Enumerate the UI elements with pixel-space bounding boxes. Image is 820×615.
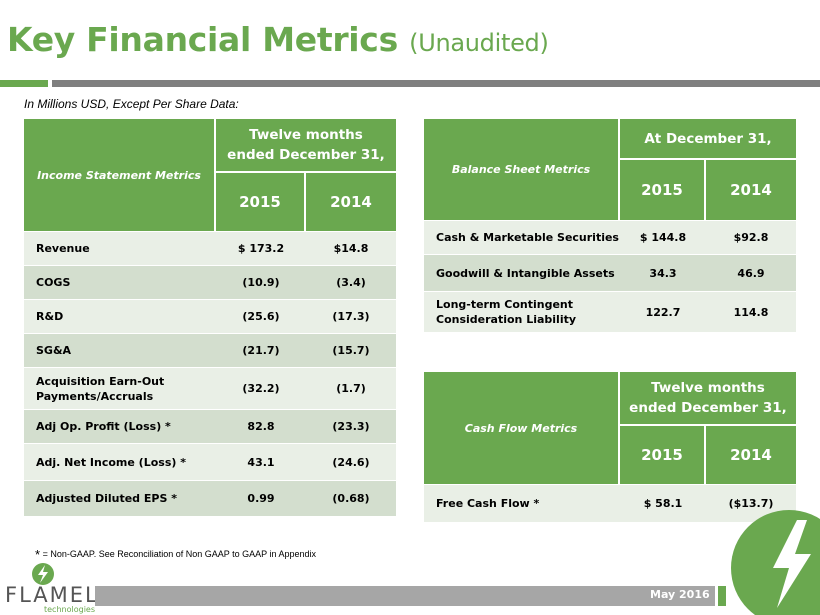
footer-accent [718,586,726,606]
balance-row-value-2015: 122.7 [620,291,706,332]
income-row: SG&A (21.7) (15.7) [24,333,396,367]
income-row-value-2015: 82.8 [216,409,306,443]
logo-wordmark: FLAMEL [5,583,99,607]
page-title: Key Financial Metrics (Unaudited) [7,20,549,59]
title-main: Key Financial Metrics [7,20,398,59]
income-row: Revenue $ 173.2 $14.8 [24,231,396,265]
income-table-header-label: Income Statement Metrics [24,119,216,231]
balance-row-label: Cash & Marketable Securities [424,220,620,254]
income-group-line-2: ended December 31, [227,147,385,163]
units-note: In Millions USD, Except Per Share Data: [24,97,239,111]
cashflow-table-header-label: Cash Flow Metrics [424,372,620,484]
income-row-value-2014: (3.4) [306,265,396,299]
income-row: R&D (25.6) (17.3) [24,299,396,333]
footnote: * = Non-GAAP. See Reconciliation of Non … [35,547,316,562]
income-row-value-2015: (21.7) [216,333,306,367]
income-row-value-2014: (15.7) [306,333,396,367]
income-row-label: COGS [24,265,216,299]
balance-table-header-group: At December 31, [620,119,796,160]
balance-sheet-table: Balance Sheet Metrics At December 31, 20… [424,119,796,332]
balance-year-2015: 2015 [620,160,706,220]
balance-year-2014: 2014 [706,160,796,220]
balance-row: Cash & Marketable Securities $ 144.8 $92.8 [424,220,796,254]
income-statement-table: Income Statement Metrics Twelve months e… [24,119,396,516]
income-group-line-1: Twelve months [249,127,363,143]
income-row-label: Acquisition Earn-Out Payments/Accruals [24,367,216,409]
income-row-label-line: Payments/Accruals [36,389,154,403]
title-sub: (Unaudited) [409,29,549,57]
income-row-label: Adjusted Diluted EPS * [24,480,216,516]
balance-row-value-2014: 114.8 [706,291,796,332]
income-row: Acquisition Earn-Out Payments/Accruals (32… [24,367,396,409]
income-row-value-2014: (1.7) [306,367,396,409]
logo-subtext: technologies [44,605,95,614]
balance-row-value-2015: $ 144.8 [620,220,706,254]
cashflow-group-line-1: Twelve months [651,380,765,396]
balance-row-value-2014: 46.9 [706,254,796,291]
income-row-label-line: Acquisition Earn-Out [36,374,165,388]
income-row: COGS (10.9) (3.4) [24,265,396,299]
income-row-label: R&D [24,299,216,333]
income-row-label: Revenue [24,231,216,265]
income-row-value-2015: (32.2) [216,367,306,409]
income-row: Adj. Net Income (Loss) * 43.1 (24.6) [24,443,396,480]
balance-row-value-2015: 34.3 [620,254,706,291]
balance-row: Goodwill & Intangible Assets 34.3 46.9 [424,254,796,291]
balance-row-label-line: Consideration Liability [436,313,577,326]
income-row-value-2015: 0.99 [216,480,306,516]
balance-row-label: Goodwill & Intangible Assets [424,254,620,291]
income-row-label: SG&A [24,333,216,367]
footnote-star: * [35,547,41,562]
cashflow-row-label: Free Cash Flow * [424,484,620,522]
income-row-label: Adj Op. Profit (Loss) * [24,409,216,443]
cashflow-year-2014: 2014 [706,426,796,484]
income-row-value-2014: (23.3) [306,409,396,443]
flamel-logo-icon [32,563,54,585]
income-year-2015: 2015 [216,173,306,231]
brand-mark-icon [731,510,820,615]
balance-row: Long-term Contingent Consideration Liabil… [424,291,796,332]
balance-row-label: Long-term Contingent Consideration Liabil… [424,291,620,332]
cashflow-group-line-2: ended December 31, [629,400,787,416]
cashflow-year-2015: 2015 [620,426,706,484]
income-year-2014: 2014 [306,173,396,231]
cash-flow-table: Cash Flow Metrics Twelve months ended De… [424,372,796,522]
income-row-value-2014: (24.6) [306,443,396,480]
income-row-value-2015: (10.9) [216,265,306,299]
income-row-value-2015: $ 173.2 [216,231,306,265]
footnote-text: = Non-GAAP. See Reconciliation of Non GA… [42,549,316,559]
title-accent-bar [0,80,48,87]
balance-row-label-line: Long-term Contingent [436,298,574,311]
income-table-header-group: Twelve months ended December 31, [216,119,396,173]
balance-row-value-2014: $92.8 [706,220,796,254]
footer-date: May 2016 [650,588,710,601]
balance-group-line-1: At December 31, [644,130,772,147]
income-row: Adjusted Diluted EPS * 0.99 (0.68) [24,480,396,516]
cashflow-row-value-2015: $ 58.1 [620,484,706,522]
income-row-value-2015: (25.6) [216,299,306,333]
income-row: Adj Op. Profit (Loss) * 82.8 (23.3) [24,409,396,443]
income-row-value-2014: (17.3) [306,299,396,333]
cashflow-table-header-group: Twelve months ended December 31, [620,372,796,426]
cashflow-row: Free Cash Flow * $ 58.1 ($13.7) [424,484,796,522]
footer-bar [95,586,715,606]
income-row-value-2014: (0.68) [306,480,396,516]
balance-table-header-label: Balance Sheet Metrics [424,119,620,220]
income-row-value-2015: 43.1 [216,443,306,480]
income-row-value-2014: $14.8 [306,231,396,265]
title-divider-bar [52,80,820,87]
income-row-label: Adj. Net Income (Loss) * [24,443,216,480]
